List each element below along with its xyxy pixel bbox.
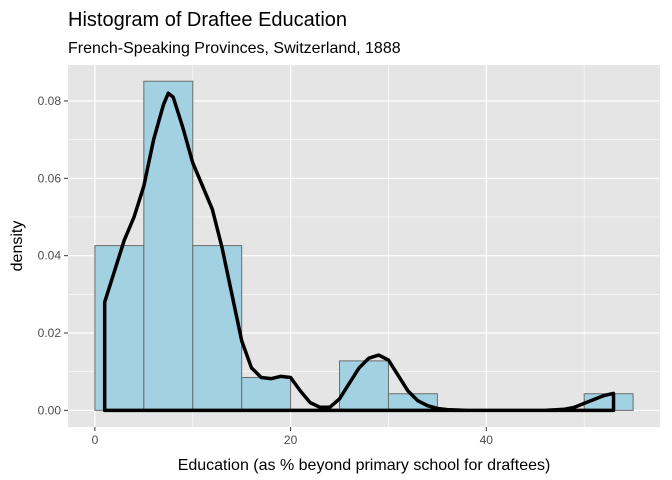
density-curve-layer bbox=[102, 91, 616, 413]
x-axis-ticks: 0 20 40 bbox=[92, 427, 494, 447]
x-tick-label: 0 bbox=[92, 433, 99, 447]
chart-title: Histogram of Draftee Education bbox=[68, 9, 347, 31]
y-axis-ticks: 0.00 0.02 0.04 0.06 0.08 bbox=[38, 94, 68, 417]
y-tick-label: 0.06 bbox=[38, 171, 62, 185]
x-tick-label: 40 bbox=[480, 433, 494, 447]
histogram-bar bbox=[94, 245, 145, 411]
x-tick-label: 20 bbox=[284, 433, 298, 447]
x-axis-title: Education (as % beyond primary school fo… bbox=[178, 457, 551, 474]
y-tick-label: 0.08 bbox=[38, 94, 62, 108]
y-tick-label: 0.04 bbox=[38, 249, 62, 263]
y-axis-title: density bbox=[9, 221, 26, 272]
y-tick-label: 0.02 bbox=[38, 326, 62, 340]
density-curve bbox=[102, 91, 616, 413]
chart-subtitle: French-Speaking Provinces, Switzerland, … bbox=[68, 40, 401, 57]
histogram-bar bbox=[241, 376, 292, 411]
y-tick-label: 0.00 bbox=[38, 403, 62, 417]
histogram-bar bbox=[192, 245, 243, 411]
